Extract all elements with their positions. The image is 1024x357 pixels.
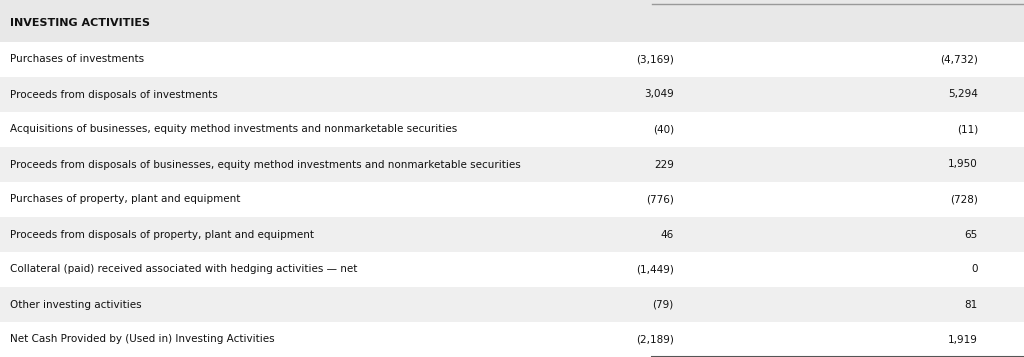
Text: 46: 46: [660, 230, 674, 240]
Text: 3,049: 3,049: [644, 90, 674, 100]
Bar: [0, 182, 1024, 217]
Text: (79): (79): [652, 300, 674, 310]
Text: Proceeds from disposals of investments: Proceeds from disposals of investments: [10, 90, 218, 100]
Text: 65: 65: [965, 230, 978, 240]
Bar: [0, 287, 1024, 322]
Text: Net Cash Provided by (Used in) Investing Activities: Net Cash Provided by (Used in) Investing…: [10, 335, 274, 345]
Text: (1,449): (1,449): [636, 265, 674, 275]
Bar: [0, 147, 1024, 182]
Text: 5,294: 5,294: [948, 90, 978, 100]
Text: Proceeds from disposals of businesses, equity method investments and nonmarketab: Proceeds from disposals of businesses, e…: [10, 160, 521, 170]
Text: 1,919: 1,919: [948, 335, 978, 345]
Text: Purchases of property, plant and equipment: Purchases of property, plant and equipme…: [10, 195, 241, 205]
Text: (4,732): (4,732): [940, 55, 978, 65]
Text: (728): (728): [950, 195, 978, 205]
Bar: [0, 0, 1024, 4]
Text: 81: 81: [965, 300, 978, 310]
Bar: [0, 252, 1024, 287]
Text: (2,189): (2,189): [636, 335, 674, 345]
Text: 1,950: 1,950: [948, 160, 978, 170]
Text: Proceeds from disposals of property, plant and equipment: Proceeds from disposals of property, pla…: [10, 230, 314, 240]
Bar: [0, 77, 1024, 112]
Text: (3,169): (3,169): [636, 55, 674, 65]
Text: Other investing activities: Other investing activities: [10, 300, 142, 310]
Bar: [0, 42, 1024, 77]
Bar: [0, 112, 1024, 147]
Text: (11): (11): [956, 125, 978, 135]
Text: 0: 0: [972, 265, 978, 275]
Bar: [0, 4, 1024, 42]
Bar: [0, 322, 1024, 357]
Text: Acquisitions of businesses, equity method investments and nonmarketable securiti: Acquisitions of businesses, equity metho…: [10, 125, 458, 135]
Text: (40): (40): [652, 125, 674, 135]
Text: Collateral (paid) received associated with hedging activities — net: Collateral (paid) received associated wi…: [10, 265, 357, 275]
Text: 229: 229: [654, 160, 674, 170]
Text: (776): (776): [646, 195, 674, 205]
Bar: [0, 217, 1024, 252]
Text: Purchases of investments: Purchases of investments: [10, 55, 144, 65]
Text: INVESTING ACTIVITIES: INVESTING ACTIVITIES: [10, 18, 151, 28]
